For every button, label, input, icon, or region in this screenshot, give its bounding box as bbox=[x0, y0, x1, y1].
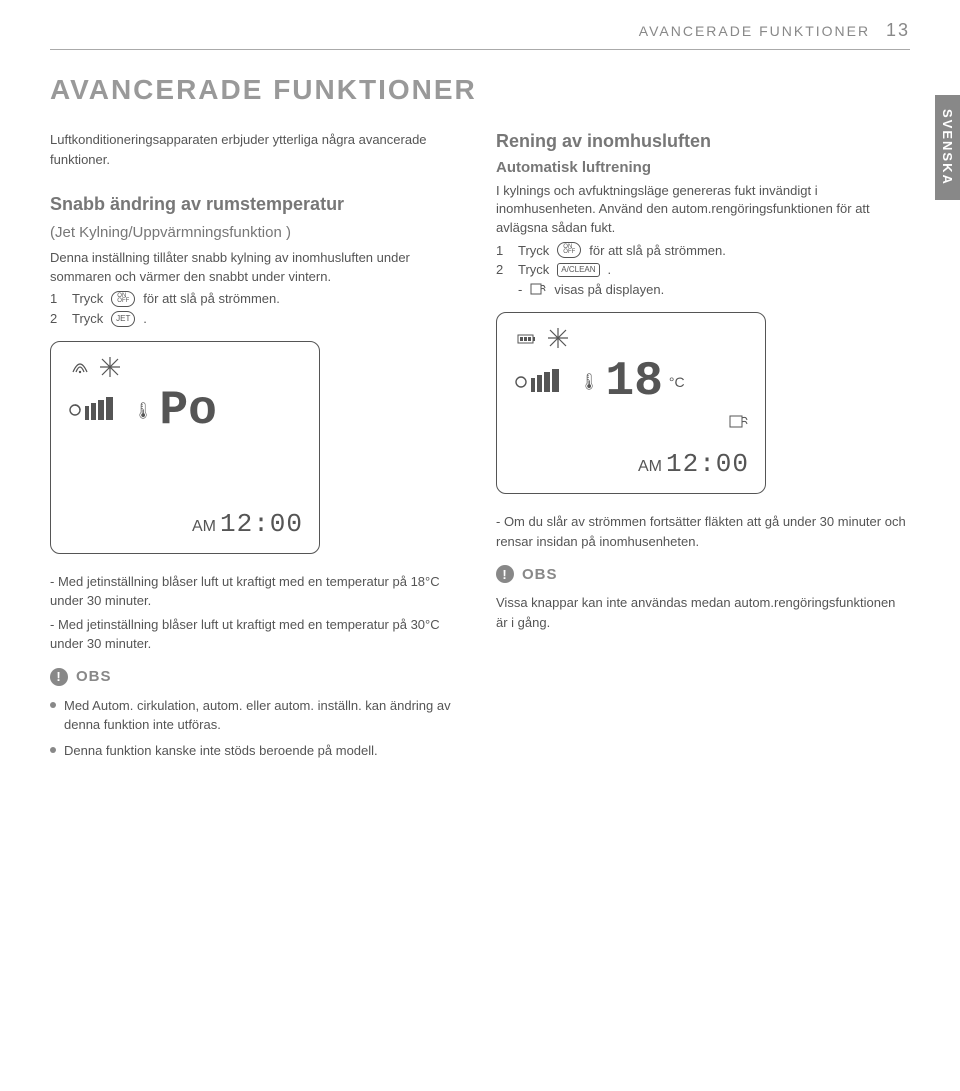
right-step-2-sub: - visas på displayen. bbox=[518, 281, 910, 298]
left-step-2: 2 Tryck JET. bbox=[50, 311, 464, 327]
exclaim-icon: ! bbox=[50, 668, 68, 686]
section-title: AVANCERADE FUNKTIONER bbox=[50, 74, 910, 106]
page: AVANCERADE FUNKTIONER 13 AVANCERADE FUNK… bbox=[0, 0, 960, 796]
lcd-am: AM bbox=[192, 518, 216, 536]
left-step-1: 1 Tryck ON OFF för att slå på strömmen. bbox=[50, 291, 464, 307]
snowflake-icon bbox=[99, 356, 121, 383]
running-header: AVANCERADE FUNKTIONER 13 bbox=[50, 20, 910, 41]
thermometer-icon: 🌡 bbox=[133, 401, 153, 421]
obs-label: OBS bbox=[76, 668, 112, 685]
left-obs-body: Med Autom. cirkulation, autom. eller aut… bbox=[50, 696, 464, 761]
lcd-po: Po bbox=[159, 387, 217, 435]
on-off-button-icon: ON OFF bbox=[111, 291, 135, 307]
right-notes: - Om du slår av strömmen fortsätter fläk… bbox=[496, 512, 910, 551]
right-obs-text: Vissa knappar kan inte användas medan au… bbox=[496, 595, 895, 630]
left-subheading-sub: (Jet Kylning/Uppvärmningsfunktion ) bbox=[50, 222, 464, 244]
right-subsub: Automatisk luftrening bbox=[496, 159, 910, 176]
lcd-display-jet: 🌡 Po AM 12:00 bbox=[50, 341, 320, 554]
right-column: Rening av inomhusluften Automatisk luftr… bbox=[496, 130, 910, 766]
lcd-am: AM bbox=[638, 458, 662, 476]
left-subheading-line1: Snabb ändring av rumstemperatur bbox=[50, 194, 344, 214]
bullet-dot-icon bbox=[50, 702, 56, 708]
step-number: 1 bbox=[50, 291, 64, 306]
left-subheading: Snabb ändring av rumstemperatur bbox=[50, 193, 464, 216]
page-number: 13 bbox=[886, 20, 910, 40]
left-note-2: - Med jetinställning blåser luft ut kraf… bbox=[50, 615, 464, 654]
aclean-button-icon: A/CLEAN bbox=[557, 263, 599, 277]
bullet-dot-icon bbox=[50, 747, 56, 753]
left-obs-heading: ! OBS bbox=[50, 668, 464, 686]
left-obs-b1: Med Autom. cirkulation, autom. eller aut… bbox=[64, 696, 464, 735]
snowflake-icon bbox=[547, 327, 569, 354]
lcd-display-aclean: 🌡 18 °C AM 12:00 bbox=[496, 312, 766, 494]
step-pre: Tryck bbox=[72, 291, 103, 306]
header-rule bbox=[50, 49, 910, 50]
step-post: för att slå på strömmen. bbox=[589, 243, 726, 258]
display-cleaning-icon bbox=[729, 412, 749, 433]
left-desc: Denna inställning tillåter snabb kylning… bbox=[50, 249, 464, 287]
header-text: AVANCERADE FUNKTIONER bbox=[639, 23, 870, 39]
right-step-2: 2 Tryck A/CLEAN. bbox=[496, 262, 910, 277]
intro-text: Luftkonditioneringsapparaten erbjuder yt… bbox=[50, 130, 464, 169]
display-cleaning-icon bbox=[530, 281, 546, 298]
fan-bars-icon bbox=[67, 394, 127, 427]
jet-button-icon: JET bbox=[111, 311, 135, 327]
exclaim-icon: ! bbox=[496, 565, 514, 583]
step-pre: Tryck bbox=[72, 311, 103, 326]
step-post: för att slå på strömmen. bbox=[143, 291, 280, 306]
right-step-1: 1 Tryck ON OFF för att slå på strömmen. bbox=[496, 242, 910, 258]
left-column: Luftkonditioneringsapparaten erbjuder yt… bbox=[50, 130, 464, 766]
lcd-time: 12:00 bbox=[220, 509, 303, 539]
left-obs-b2: Denna funktion kanske inte stöds beroend… bbox=[64, 741, 378, 761]
right-note-1: - Om du slår av strömmen fortsätter fläk… bbox=[496, 512, 910, 551]
step-post: . bbox=[608, 262, 612, 277]
step-number: 2 bbox=[496, 262, 510, 277]
battery-icon bbox=[517, 332, 537, 350]
lcd-temp: 18 bbox=[605, 358, 663, 406]
lcd-degc: °C bbox=[669, 374, 685, 390]
step-number: 2 bbox=[50, 311, 64, 326]
left-notes: - Med jetinställning blåser luft ut kraf… bbox=[50, 572, 464, 654]
signal-icon bbox=[71, 360, 89, 379]
right-desc: I kylnings och avfuktningsläge genereras… bbox=[496, 182, 910, 239]
step-post: . bbox=[143, 311, 147, 326]
right-obs-heading: ! OBS bbox=[496, 565, 910, 583]
thermometer-icon: 🌡 bbox=[579, 372, 599, 392]
obs-label: OBS bbox=[522, 566, 558, 583]
on-off-button-icon: ON OFF bbox=[557, 242, 581, 258]
step-pre: Tryck bbox=[518, 243, 549, 258]
right-obs-body: Vissa knappar kan inte användas medan au… bbox=[496, 593, 910, 632]
fan-bars-icon bbox=[513, 366, 573, 399]
right-subheading: Rening av inomhusluften bbox=[496, 130, 910, 153]
step2-sub-text: visas på displayen. bbox=[554, 282, 664, 297]
lcd-time: 12:00 bbox=[666, 449, 749, 479]
step-number: 1 bbox=[496, 243, 510, 258]
step-pre: Tryck bbox=[518, 262, 549, 277]
left-note-1: - Med jetinställning blåser luft ut kraf… bbox=[50, 572, 464, 611]
